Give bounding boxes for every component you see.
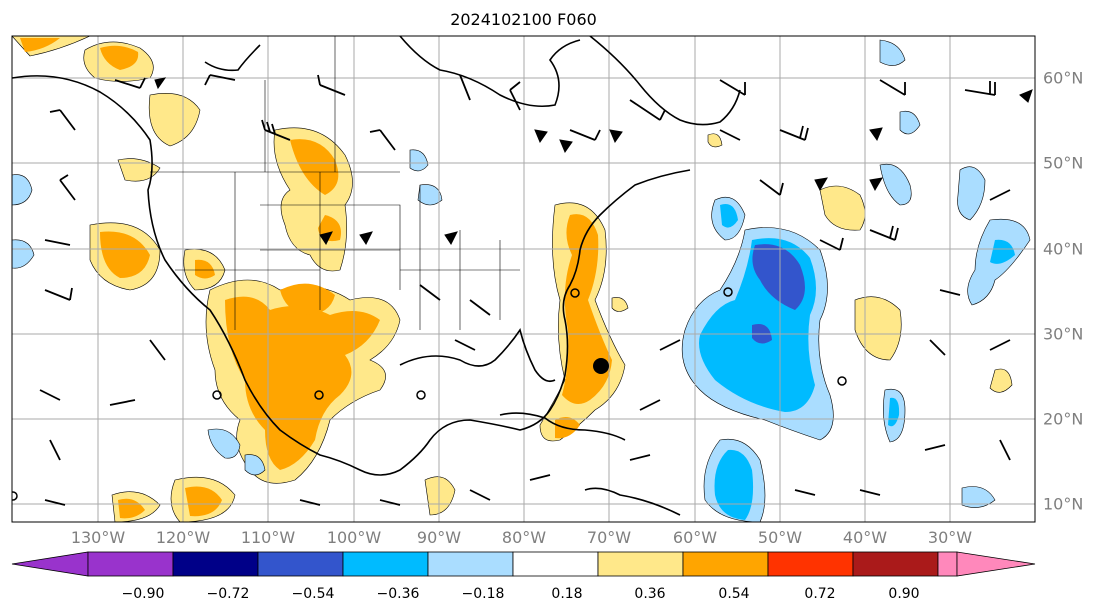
- map-plot-area: [12, 36, 1035, 522]
- positive-anomaly-contours: [12, 36, 1013, 522]
- center-marker-large: [593, 358, 609, 374]
- lon-label-50w: 50°W: [757, 528, 803, 547]
- map-title: 2024102100 F060: [450, 10, 597, 29]
- map-markers: [12, 287, 847, 501]
- colorbar: [11, 551, 1036, 577]
- lat-label-30n: 30°N: [1043, 324, 1084, 344]
- colorbar-tick-label: 0.36: [634, 586, 666, 602]
- lon-label-80w: 80°W: [501, 528, 547, 547]
- colorbar-tick-label: −0.90: [121, 586, 165, 602]
- wind-barb-flags: [154, 77, 1033, 245]
- lon-label-130w: 130°W: [70, 528, 126, 547]
- colorbar-extend-max: [956, 551, 1036, 577]
- lat-label-20n: 20°N: [1043, 409, 1084, 429]
- lat-label-50n: 50°N: [1043, 153, 1084, 173]
- colorbar-tick-label: 0.54: [718, 586, 750, 602]
- lon-label-100w: 100°W: [326, 528, 382, 547]
- colorbar-tick-label: 0.90: [888, 586, 920, 602]
- colorbar-extend-min: [11, 551, 89, 577]
- map-frame: [11, 35, 1036, 523]
- lon-label-70w: 70°W: [586, 528, 632, 547]
- lon-label-40w: 40°W: [842, 528, 888, 547]
- lat-label-40n: 40°N: [1043, 239, 1084, 259]
- lon-label-120w: 120°W: [155, 528, 211, 547]
- coastlines-and-borders: [12, 36, 741, 516]
- colorbar-tick-label: −0.72: [206, 586, 250, 602]
- state-borders: [150, 36, 520, 330]
- lon-label-30w: 30°W: [927, 528, 973, 547]
- colorbar-tick-label: −0.36: [376, 586, 420, 602]
- wind-barbs: [39, 74, 1011, 506]
- colorbar-tick-label: 0.72: [804, 586, 836, 602]
- lat-label-60n: 60°N: [1043, 68, 1084, 88]
- map-gridlines: [12, 36, 1035, 522]
- colorbar-tick-label: −0.18: [461, 586, 505, 602]
- lon-label-60w: 60°W: [672, 528, 718, 547]
- lat-label-10n: 10°N: [1043, 494, 1084, 514]
- lon-label-90w: 90°W: [416, 528, 462, 547]
- colorbar-tick-label: 0.18: [551, 586, 583, 602]
- colorbar-tick-label: −0.54: [291, 586, 335, 602]
- lon-label-110w: 110°W: [240, 528, 296, 547]
